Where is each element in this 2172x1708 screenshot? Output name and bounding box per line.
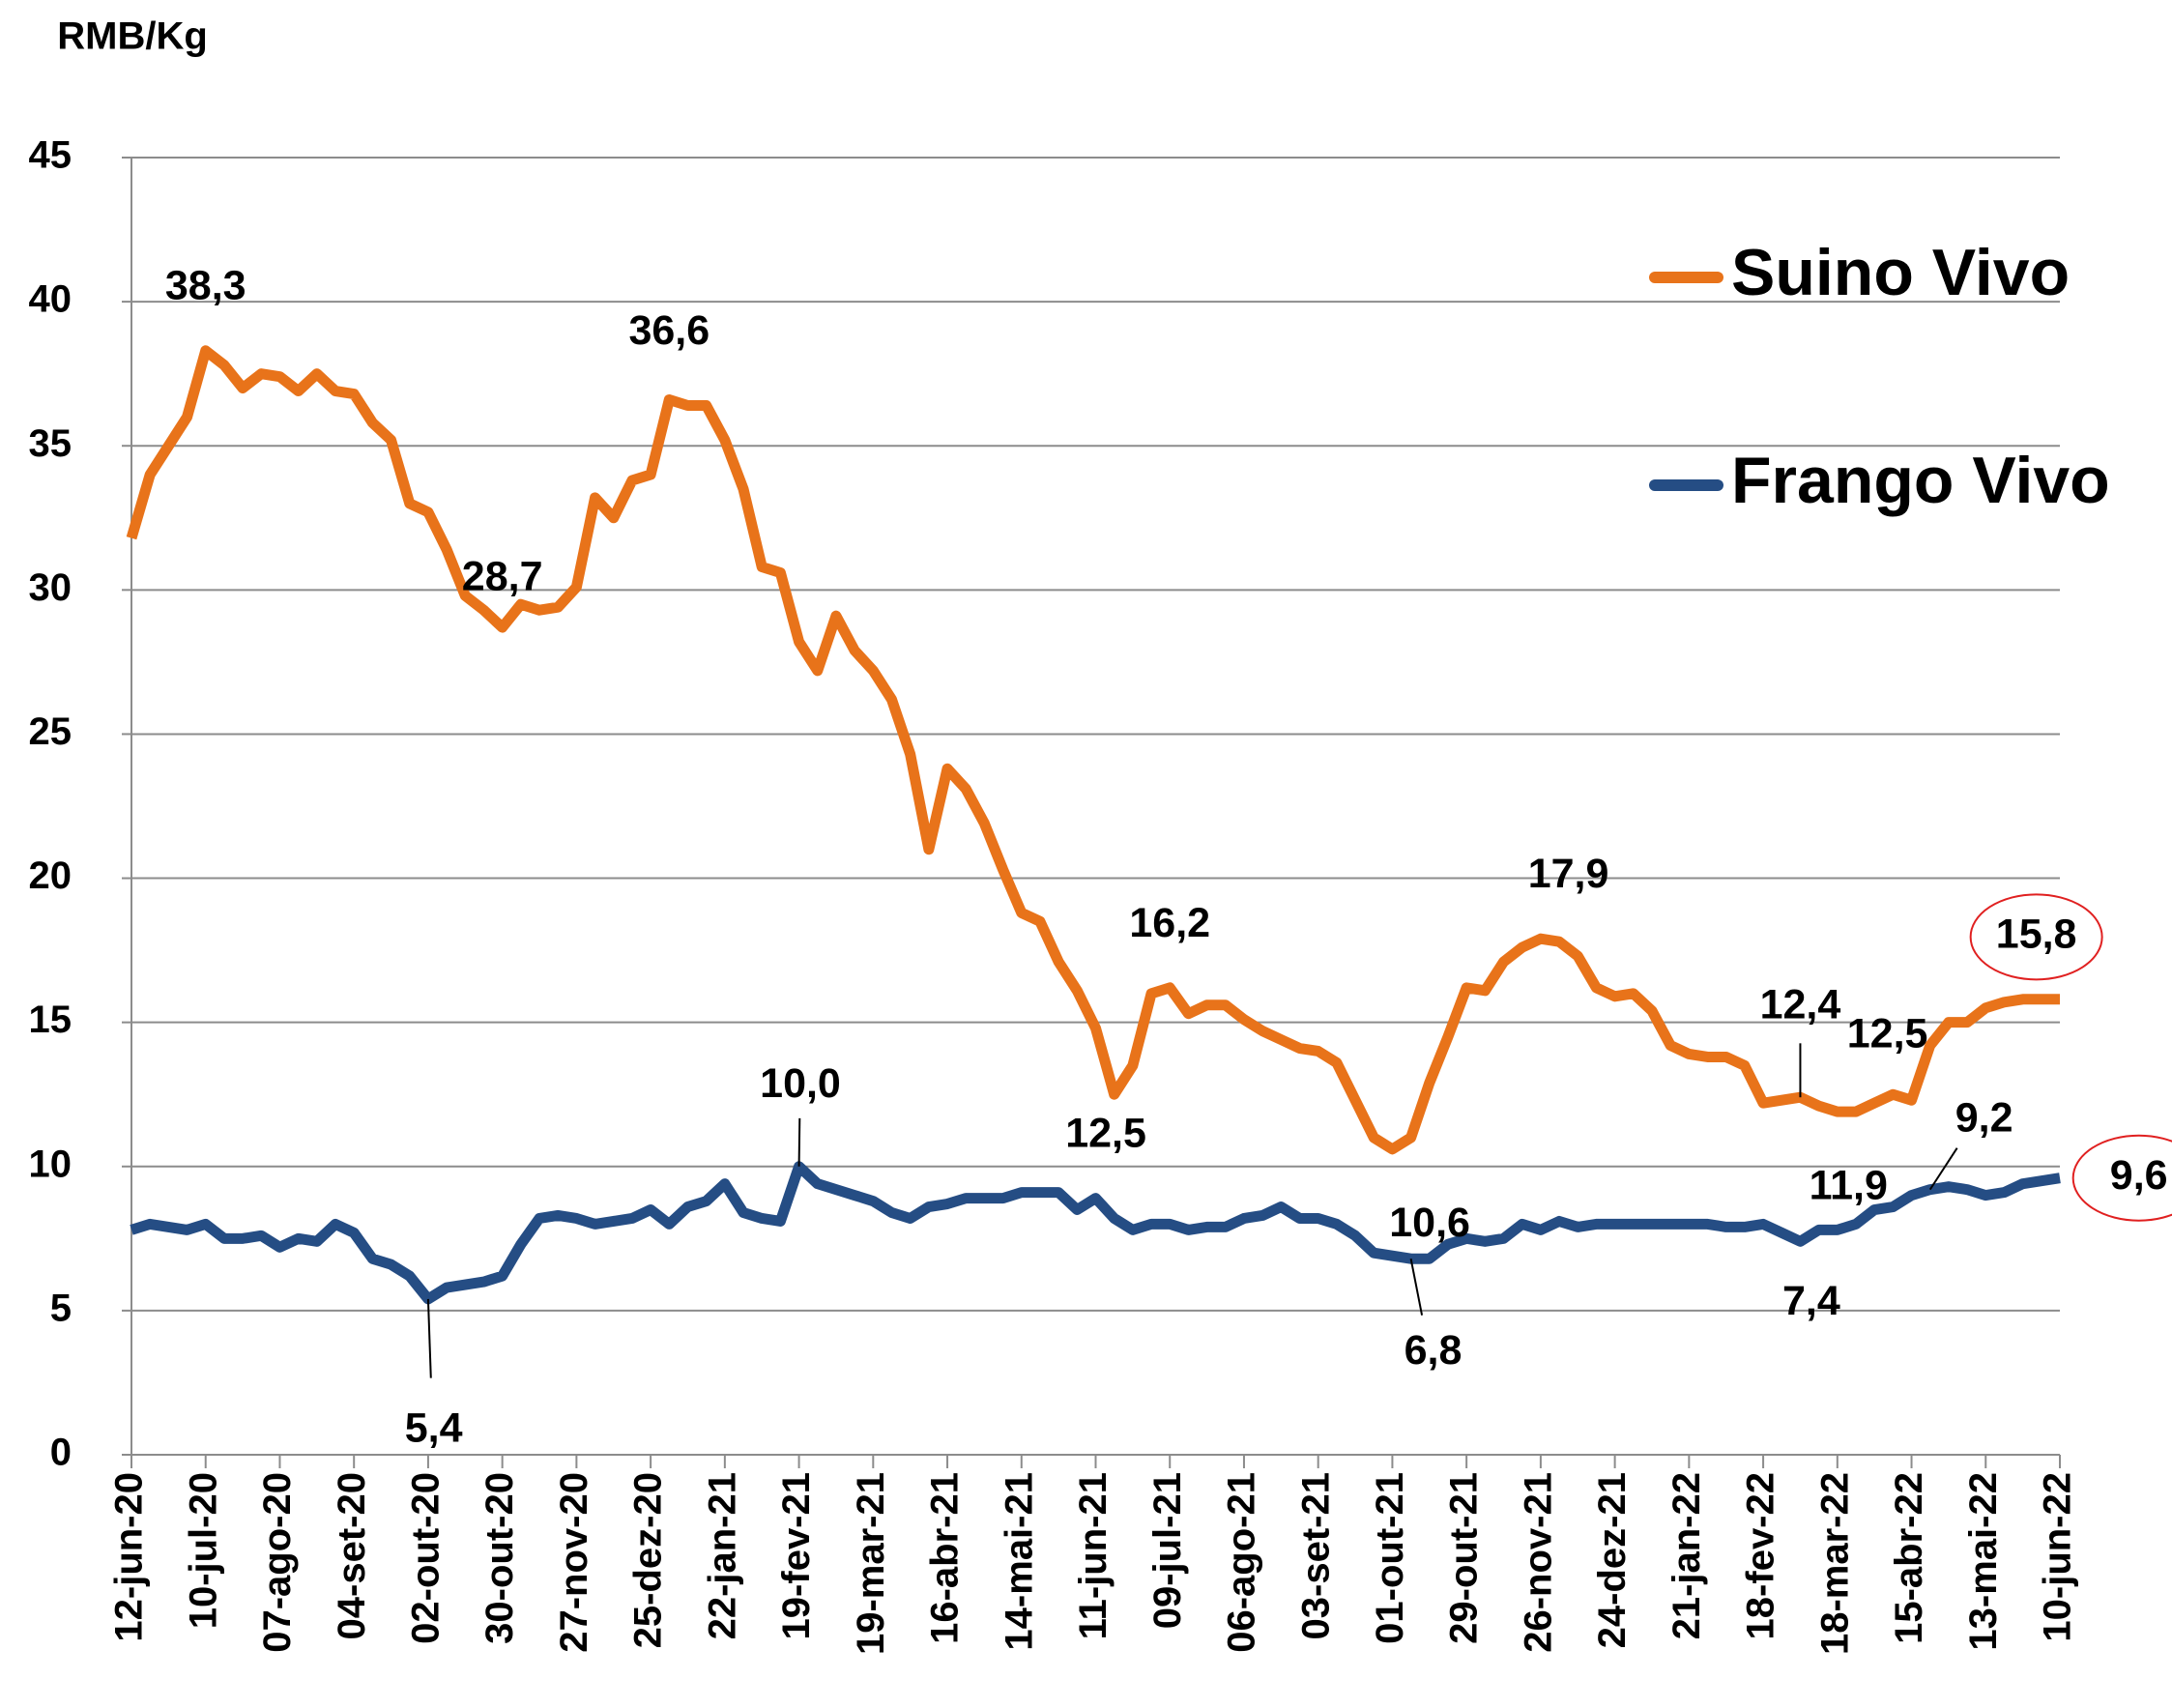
- legend-label: Suino Vivo: [1731, 236, 2070, 309]
- y-axis-label: RMB/Kg: [57, 15, 208, 58]
- data-label: 7,4: [1782, 1278, 1840, 1324]
- x-tick-label: 25-dez-20: [627, 1472, 670, 1648]
- data-label: 28,7: [462, 553, 543, 599]
- data-label: 12,5: [1847, 1010, 1928, 1057]
- x-tick-label: 16-abr-21: [924, 1472, 967, 1644]
- x-tick-label: 24-dez-21: [1591, 1472, 1634, 1648]
- data-label: 6,8: [1405, 1327, 1462, 1374]
- y-tick-label: 5: [50, 1287, 72, 1329]
- data-label: 5,4: [405, 1404, 463, 1451]
- x-tick-label: 19-mar-21: [850, 1472, 892, 1655]
- y-tick-label: 0: [50, 1432, 72, 1474]
- data-label: 16,2: [1129, 900, 1210, 946]
- data-label: 9,2: [1955, 1094, 2013, 1141]
- data-label: 12,4: [1760, 981, 1841, 1028]
- x-tick-label: 11-jun-21: [1072, 1472, 1115, 1639]
- y-tick-label: 20: [29, 854, 72, 897]
- legend-label: Frango Vivo: [1731, 444, 2110, 517]
- x-tick-label: 07-ago-20: [256, 1472, 299, 1653]
- leader-line: [1928, 1147, 1958, 1191]
- y-tick-label: 15: [29, 999, 72, 1041]
- x-tick-label: 26-nov-21: [1517, 1472, 1559, 1653]
- x-tick-label: 22-jan-21: [701, 1472, 743, 1639]
- y-tick-label: 35: [29, 422, 72, 465]
- data-label: 9,6: [2110, 1152, 2168, 1199]
- x-tick-label: 15-abr-22: [1888, 1472, 1930, 1644]
- leader-line: [1409, 1259, 1424, 1316]
- highlight-ellipse: [2071, 1134, 2172, 1222]
- x-tick-label: 13-mai-22: [1962, 1472, 2005, 1651]
- y-tick-label: 45: [29, 134, 72, 177]
- data-label: 12,5: [1065, 1111, 1146, 1157]
- x-tick-label: 01-out-21: [1369, 1472, 1411, 1644]
- x-tick-label: 02-out-20: [404, 1472, 447, 1644]
- highlight-ellipse: [1969, 893, 2103, 981]
- x-tick-label: 04-set-20: [331, 1472, 373, 1639]
- y-tick-label: 10: [29, 1143, 72, 1185]
- y-tick-label: 25: [29, 710, 72, 753]
- x-tick-label: 10-jul-20: [182, 1472, 224, 1629]
- x-tick-label: 18-fev-22: [1740, 1472, 1782, 1639]
- series-line: [130, 1161, 2061, 1305]
- x-tick-label: 18-mar-22: [1813, 1472, 1856, 1655]
- x-tick-label: 10-jun-22: [2037, 1472, 2079, 1642]
- y-tick-label: 40: [29, 278, 72, 321]
- series-line: [126, 345, 2060, 1155]
- x-tick-label: 19-fev-21: [775, 1472, 818, 1639]
- x-tick-label: 27-nov-20: [553, 1472, 595, 1653]
- x-tick-label: 29-out-21: [1443, 1472, 1486, 1644]
- y-tick-label: 30: [29, 566, 72, 609]
- data-label: 17,9: [1528, 851, 1609, 897]
- leader-line: [797, 1117, 801, 1167]
- x-tick-label: 21-jan-22: [1665, 1472, 1708, 1639]
- leader-line: [426, 1298, 432, 1378]
- data-label: 10,0: [760, 1060, 841, 1107]
- data-label: 11,9: [1810, 1162, 1888, 1208]
- data-label: 36,6: [628, 307, 710, 354]
- x-tick-label: 03-set-21: [1294, 1472, 1337, 1639]
- data-label: 15,8: [1996, 912, 2077, 958]
- data-label: 10,6: [1389, 1200, 1470, 1246]
- x-tick-label: 12-jun-20: [108, 1472, 151, 1642]
- data-label: 38,3: [165, 263, 246, 309]
- x-tick-label: 06-ago-21: [1221, 1472, 1263, 1653]
- x-tick-label: 30-out-20: [478, 1472, 521, 1644]
- x-tick-label: 14-mai-21: [998, 1472, 1040, 1651]
- x-tick-label: 09-jul-21: [1146, 1472, 1189, 1629]
